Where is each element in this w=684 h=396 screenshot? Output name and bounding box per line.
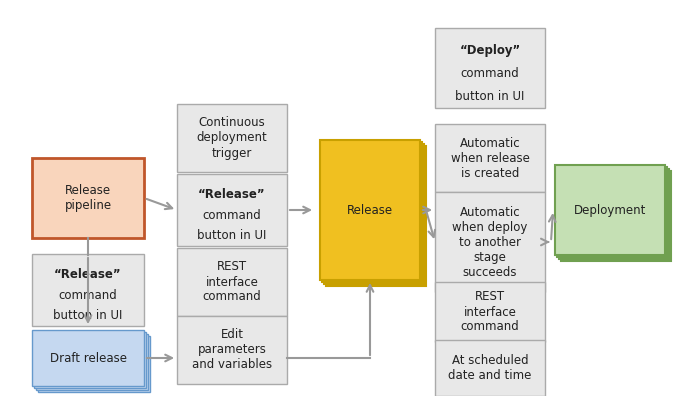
Bar: [320, 140, 420, 280]
Bar: [177, 316, 287, 384]
Bar: [177, 104, 287, 172]
Text: Release: Release: [347, 204, 393, 217]
Text: REST
interface
command: REST interface command: [460, 291, 519, 333]
Bar: [34, 332, 146, 388]
Text: Edit
parameters
and variables: Edit parameters and variables: [192, 329, 272, 371]
Bar: [32, 158, 144, 238]
Bar: [38, 336, 150, 392]
Text: command: command: [59, 289, 118, 302]
Bar: [559, 169, 669, 259]
Text: Release
pipeline: Release pipeline: [64, 184, 111, 212]
Text: command: command: [460, 67, 519, 80]
Bar: [557, 167, 667, 257]
Bar: [435, 192, 545, 292]
Text: command: command: [202, 209, 261, 222]
Bar: [435, 282, 545, 342]
Text: “Release”: “Release”: [54, 268, 122, 281]
Bar: [435, 340, 545, 396]
Text: button in UI: button in UI: [53, 309, 122, 322]
Text: Automatic
when deploy
to another
stage
succeeds: Automatic when deploy to another stage s…: [452, 206, 527, 278]
Bar: [177, 248, 287, 316]
Bar: [561, 171, 671, 261]
Bar: [32, 330, 144, 386]
Text: “Release”: “Release”: [198, 188, 266, 201]
Text: button in UI: button in UI: [456, 90, 525, 103]
Bar: [435, 124, 545, 192]
Text: Automatic
when release
is created: Automatic when release is created: [451, 137, 529, 179]
Text: Deployment: Deployment: [574, 204, 646, 217]
Text: Draft release: Draft release: [49, 352, 127, 364]
Bar: [555, 165, 665, 255]
Bar: [435, 28, 545, 108]
Text: “Deploy”: “Deploy”: [460, 44, 521, 57]
Bar: [324, 144, 424, 284]
Bar: [36, 334, 148, 390]
Text: REST
interface
command: REST interface command: [202, 261, 261, 303]
Text: Continuous
deployment
trigger: Continuous deployment trigger: [196, 116, 267, 160]
Text: button in UI: button in UI: [197, 229, 267, 242]
Bar: [326, 146, 426, 286]
Bar: [32, 254, 144, 326]
Bar: [177, 174, 287, 246]
Bar: [322, 142, 422, 282]
Text: At scheduled
date and time: At scheduled date and time: [448, 354, 531, 382]
